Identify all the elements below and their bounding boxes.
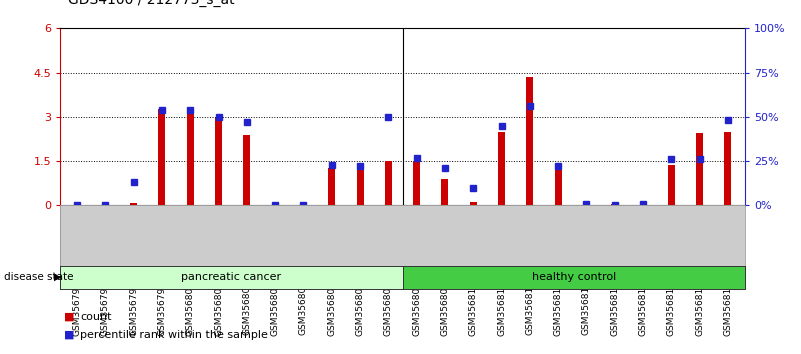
Bar <box>668 166 675 205</box>
Text: healthy control: healthy control <box>532 272 616 282</box>
Bar <box>356 170 364 205</box>
Bar <box>724 132 731 205</box>
Bar <box>159 109 166 205</box>
Text: GDS4100 / 212773_s_at: GDS4100 / 212773_s_at <box>68 0 235 7</box>
Bar <box>244 135 251 205</box>
Bar <box>441 179 449 205</box>
Text: ■: ■ <box>64 330 74 339</box>
Bar <box>300 204 307 205</box>
Text: disease state: disease state <box>4 272 74 282</box>
Bar <box>413 161 421 205</box>
Bar <box>696 133 703 205</box>
Text: pancreatic cancer: pancreatic cancer <box>181 272 281 282</box>
Bar <box>526 77 533 205</box>
Bar <box>554 170 562 205</box>
Bar <box>469 202 477 205</box>
Bar <box>215 118 222 205</box>
Bar <box>328 169 336 205</box>
Bar <box>130 203 137 205</box>
Bar <box>639 204 646 205</box>
Text: count: count <box>80 312 111 322</box>
Bar <box>102 204 109 205</box>
Text: ■: ■ <box>64 312 74 322</box>
Bar <box>272 204 279 205</box>
Text: percentile rank within the sample: percentile rank within the sample <box>80 330 268 339</box>
Bar <box>583 203 590 205</box>
Bar <box>611 204 618 205</box>
Bar <box>384 161 392 205</box>
Text: ▶: ▶ <box>54 272 62 282</box>
Bar <box>498 132 505 205</box>
Bar <box>74 204 81 205</box>
Bar <box>187 111 194 205</box>
